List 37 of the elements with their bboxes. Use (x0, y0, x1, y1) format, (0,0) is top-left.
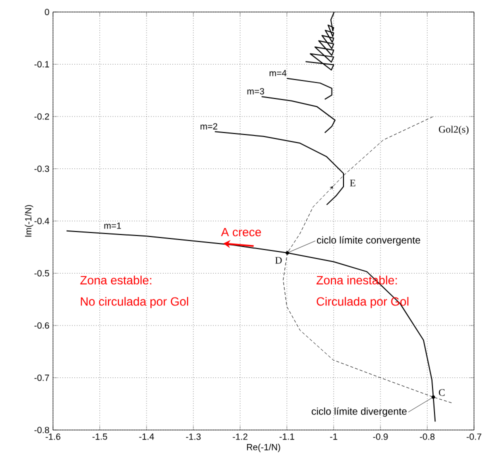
annotation: E (350, 180, 356, 186)
annotation: No circulada por Gol (80, 296, 188, 308)
y-tick-label: -0.1 (34, 61, 50, 68)
x-axis-title: Re(-1/N) (247, 444, 280, 452)
annotation: D (275, 257, 282, 264)
annotation: ciclo límite convergente (316, 236, 420, 246)
y-tick-label: -0.7 (34, 374, 50, 381)
annotation: Gol2(s) (438, 126, 468, 135)
annotation: Zona estable: (80, 276, 152, 284)
y-tick-label: -0.8 (34, 426, 50, 434)
y-axis-title: Im(-1/N) (24, 205, 34, 237)
series-label: m=2 (200, 123, 218, 130)
x-tick-label: -1.3 (186, 434, 201, 440)
x-tick-label: -0.7 (466, 434, 482, 440)
x-tick-label: -1.1 (280, 434, 294, 440)
annotation: C (438, 389, 445, 396)
x-tick-label: -1.6 (46, 434, 60, 440)
series-label: m=1 (104, 222, 121, 229)
y-tick-label: -0.3 (34, 166, 50, 172)
annotation: ciclo límite divergente (312, 407, 407, 417)
series-label: m=4 (270, 70, 286, 76)
line-series (261, 96, 336, 134)
line-series (286, 78, 332, 100)
x-tick-label: -0.9 (373, 434, 388, 440)
x-tick-label: -1.4 (139, 434, 154, 440)
x-tick-label: -1.2 (232, 434, 248, 440)
line-series (66, 230, 436, 422)
x-tick-label: -0.8 (420, 434, 435, 440)
y-tick-label: 0 (44, 8, 50, 16)
y-tick-label: -0.6 (34, 322, 50, 329)
y-tick-label: -0.4 (34, 218, 50, 224)
y-tick-label: -0.5 (34, 270, 50, 276)
series-label: m=3 (247, 88, 264, 94)
annotation: A crece (221, 228, 261, 236)
x-tick-label: -1 (330, 434, 338, 440)
x-tick-label: -1.5 (92, 434, 108, 440)
y-tick-label: -0.2 (34, 113, 50, 120)
